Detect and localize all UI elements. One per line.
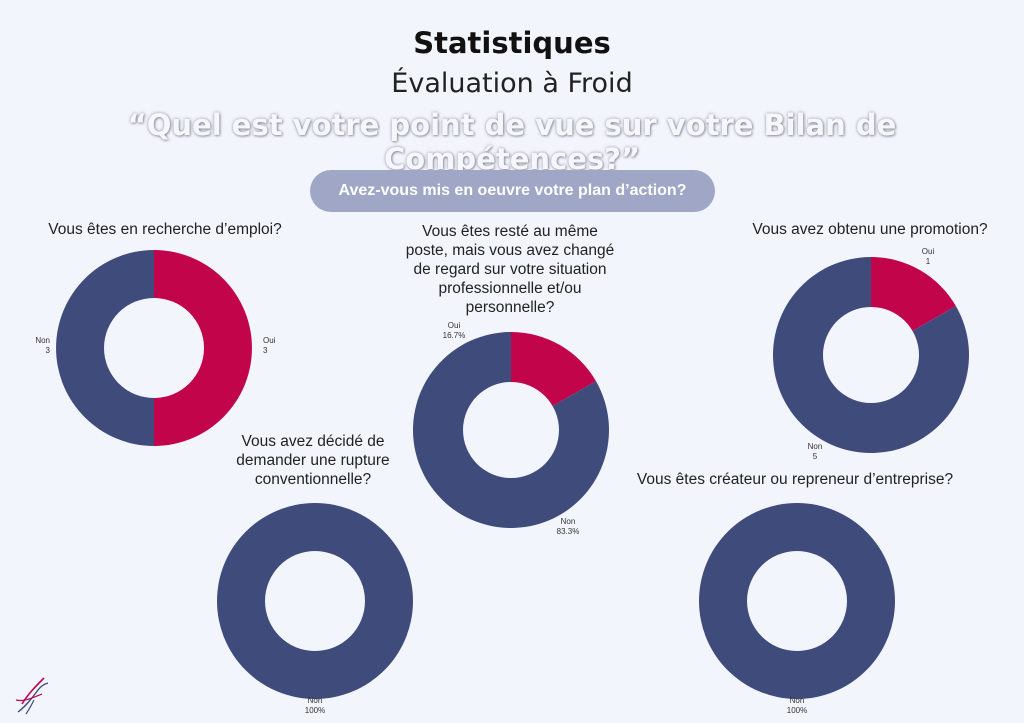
chart-title-recherche-emploi: Vous êtes en recherche d’emploi? bbox=[48, 221, 282, 238]
slice-label-non-chart-2: Non 83.3% bbox=[557, 517, 580, 536]
slice-label-non-chart-3: Non 5 bbox=[808, 442, 823, 461]
page-subtitle: Évaluation à Froid bbox=[391, 68, 633, 99]
chart-title-rupture: Vous avez décidé de demander une rupture… bbox=[236, 433, 390, 488]
slice-label-oui-chart-2: Oui 16.7% bbox=[443, 321, 466, 340]
donut-hole-chart-3 bbox=[823, 307, 919, 403]
slice-label-non-chart-5: Non 100% bbox=[787, 696, 807, 715]
donut-hole-chart-1 bbox=[104, 298, 204, 398]
section-pill-label: Avez-vous mis en oeuvre votre plan d’act… bbox=[338, 182, 687, 199]
slice-label-non-chart-1: Non 3 bbox=[35, 336, 50, 355]
chart-title-promotion: Vous avez obtenu une promotion? bbox=[752, 221, 988, 238]
page-title: Statistiques bbox=[413, 26, 611, 60]
donut-hole-chart-2 bbox=[463, 382, 559, 478]
slice-label-non-chart-4: Non 100% bbox=[305, 696, 325, 715]
chart-title-createur: Vous êtes créateur ou repreneur d’entrep… bbox=[636, 471, 954, 488]
brand-logo bbox=[15, 677, 49, 715]
slice-label-oui-chart-3: Oui 1 bbox=[922, 247, 935, 266]
section-pill: Avez-vous mis en oeuvre votre plan d’act… bbox=[310, 170, 715, 212]
slice-label-oui-chart-1: Oui 3 bbox=[263, 336, 276, 355]
chart-title-meme-poste: Vous êtes resté au même poste, mais vous… bbox=[405, 223, 615, 316]
donut-hole-chart-5 bbox=[747, 551, 847, 651]
donut-hole-chart-4 bbox=[265, 551, 365, 651]
